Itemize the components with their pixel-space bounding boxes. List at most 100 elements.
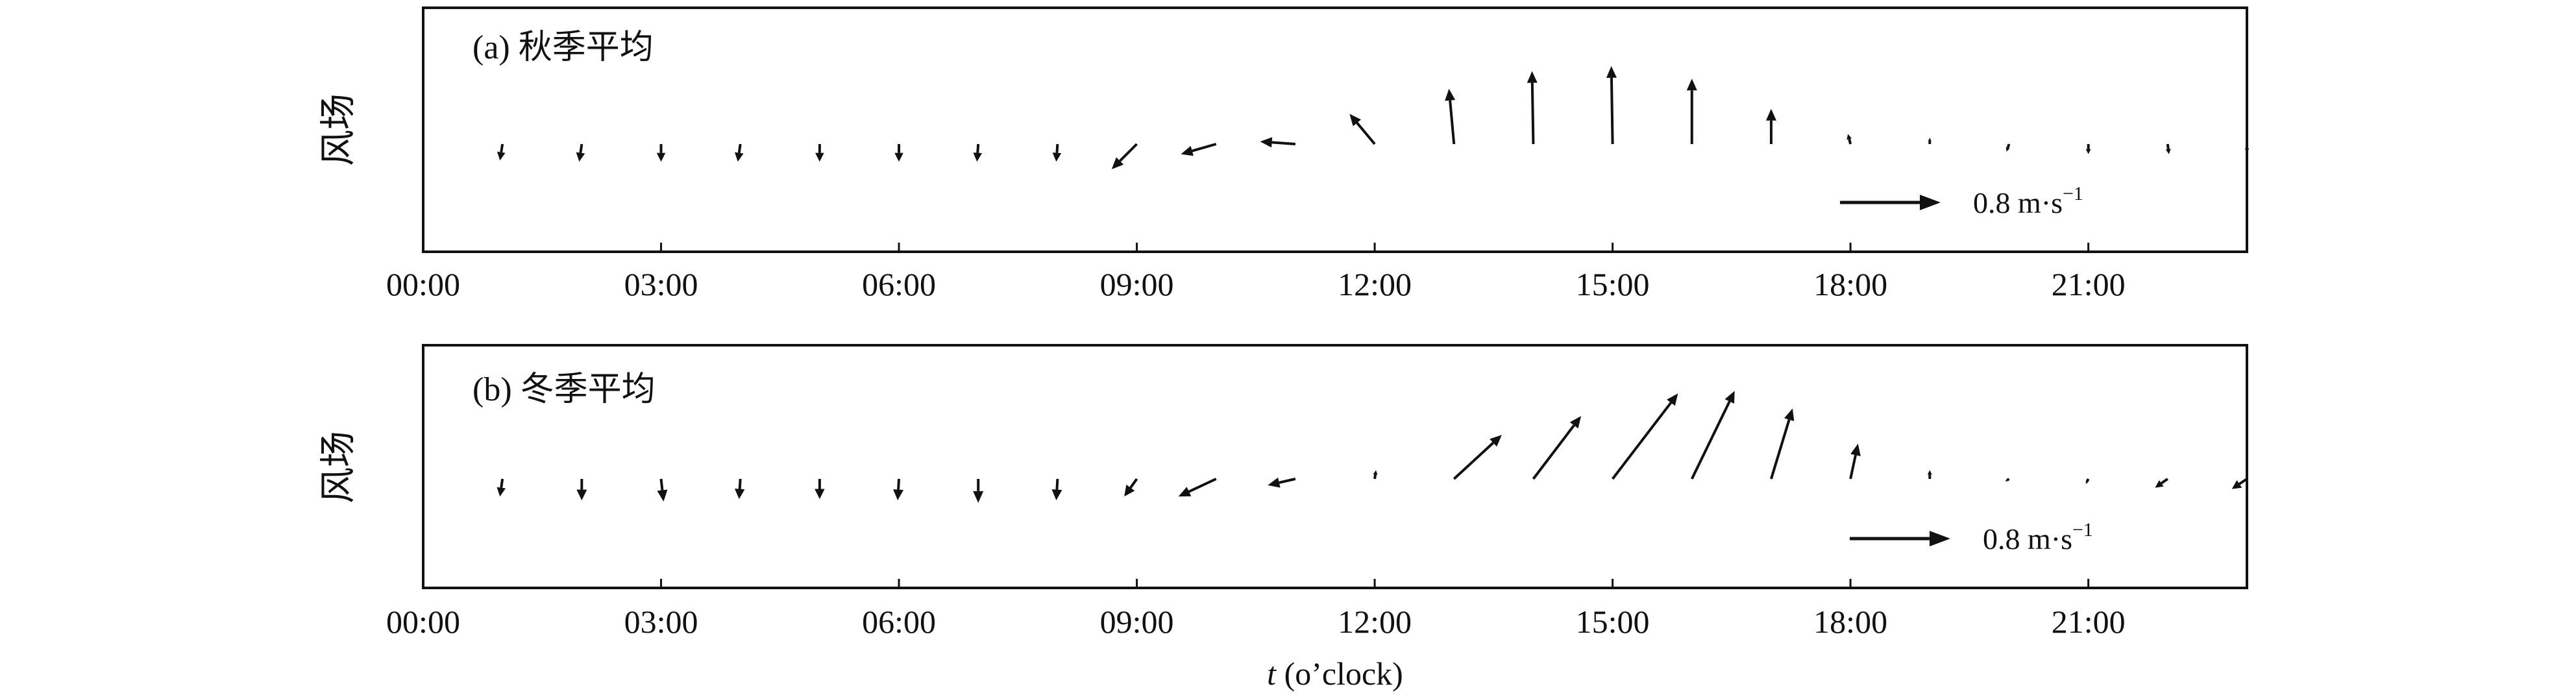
wind-vector [656, 144, 666, 162]
x-tick-label: 06:00 [862, 604, 936, 640]
wind-vector [1532, 416, 1582, 480]
wind-vector-head [497, 151, 506, 161]
wind-vector-head [2244, 148, 2250, 153]
x-axis-label-unit: (o’clock) [1276, 655, 1403, 692]
wind-vector-head [1490, 435, 1502, 447]
wind-vector-shaft [2006, 478, 2010, 482]
wind-vector-shaft [2160, 478, 2168, 485]
wind-vector-shaft [1849, 454, 1857, 480]
reference-arrow-head [1920, 195, 1941, 210]
wind-vector [2006, 143, 2011, 152]
x-tick-label: 12:00 [1338, 266, 1412, 302]
x-tick-label: 06:00 [862, 266, 936, 302]
wind-vector-shaft [2239, 478, 2248, 485]
reference-label-exponent: −1 [2063, 183, 2083, 204]
wind-vector [1268, 477, 1296, 488]
wind-vector [1052, 143, 1062, 162]
wind-vector-shaft [1449, 100, 1456, 145]
wind-vector [1260, 137, 1296, 148]
wind-vector-head [2085, 480, 2089, 484]
wind-vector [1686, 79, 1697, 144]
wind-vector-head [1445, 88, 1456, 101]
x-tick-label: 00:00 [386, 604, 460, 640]
wind-vector-shaft [1530, 82, 1535, 145]
wind-vector-head [1349, 114, 1362, 127]
wind-vector [497, 143, 506, 161]
wind-vector [2231, 478, 2248, 489]
wind-vector-head [1181, 145, 1194, 156]
wind-vector-head [1569, 416, 1582, 429]
wind-vector-shaft [500, 143, 504, 152]
wind-vector [1051, 478, 1062, 500]
wind-vector-shaft [1770, 419, 1791, 480]
wind-vector-head [1927, 470, 1932, 475]
reference-label: 0.8 m·s−1 [1983, 519, 2093, 555]
reference-label: 0.8 m·s−1 [1973, 183, 2083, 219]
wind-vector-head [657, 489, 668, 502]
wind-vector [576, 143, 585, 162]
wind-vector-shaft [2085, 478, 2090, 482]
wind-vector [1445, 88, 1456, 145]
wind-vector [1927, 470, 1932, 479]
wind-vector-head [1051, 489, 1062, 500]
x-tick-label: 18:00 [1813, 604, 1887, 640]
x-tick-label: 15:00 [1576, 266, 1650, 302]
wind-vector-head [2155, 480, 2164, 488]
wind-vector-head [1606, 66, 1617, 79]
wind-vector [2085, 144, 2091, 154]
x-tick-label: 21:00 [2052, 266, 2126, 302]
wind-vector [1612, 393, 1678, 480]
wind-vector [1181, 143, 1217, 156]
wind-vector [1606, 66, 1617, 145]
wind-vector [1124, 478, 1138, 497]
wind-vector-head [1686, 79, 1697, 91]
x-tick-label: 12:00 [1338, 604, 1412, 640]
wind-vector-shaft [500, 478, 504, 488]
wind-vector [973, 479, 984, 503]
wind-vector-shaft [1279, 478, 1296, 484]
wind-vector [815, 144, 824, 162]
wind-vector-shaft [737, 143, 742, 153]
wind-vector-head [1724, 391, 1735, 404]
reference-arrow-head [1930, 531, 1950, 546]
wind-vector-head [973, 152, 983, 162]
wind-vector-head [815, 152, 824, 162]
wind-vector-head [893, 489, 904, 500]
reference-label-exponent: −1 [2072, 519, 2093, 541]
wind-vector [894, 144, 903, 162]
axes-frame [422, 344, 2248, 589]
x-axis-label-variable: t [1267, 655, 1277, 692]
x-tick-label: 21:00 [2052, 604, 2126, 640]
wind-vector-head [2006, 147, 2010, 152]
wind-vector-head [734, 489, 745, 499]
x-tick-label: 15:00 [1576, 604, 1650, 640]
wind-vector [1178, 478, 1217, 497]
wind-vector-head [656, 152, 666, 162]
wind-vector-shaft [1612, 402, 1673, 480]
wind-vector-head [2085, 149, 2091, 154]
wind-vector-shaft [579, 143, 583, 153]
wind-vector [2155, 478, 2168, 488]
wind-vector-head [2005, 479, 2008, 482]
wind-vector-head [1373, 470, 1378, 475]
wind-vector-head [1268, 477, 1281, 488]
wind-vector-shaft [659, 478, 664, 491]
wind-vector-head [1784, 408, 1795, 422]
wind-vector [497, 478, 506, 497]
wind-vector [1765, 108, 1776, 144]
wind-vector-head [734, 152, 744, 162]
wind-vector [893, 478, 904, 500]
wind-vector-shaft [1192, 143, 1217, 152]
wind-vector-head [1178, 487, 1192, 497]
wind-vector-head [497, 487, 506, 497]
wind-vector-head [1846, 134, 1852, 140]
panel-title: (a) 秋季平均 [472, 29, 654, 66]
wind-vector-head [576, 152, 585, 162]
wind-vector [576, 479, 587, 500]
wind-vector-shaft [1453, 441, 1495, 480]
axes-frame [422, 6, 2248, 253]
wind-vector-shaft [1271, 141, 1296, 145]
wind-vector [1690, 391, 1735, 480]
